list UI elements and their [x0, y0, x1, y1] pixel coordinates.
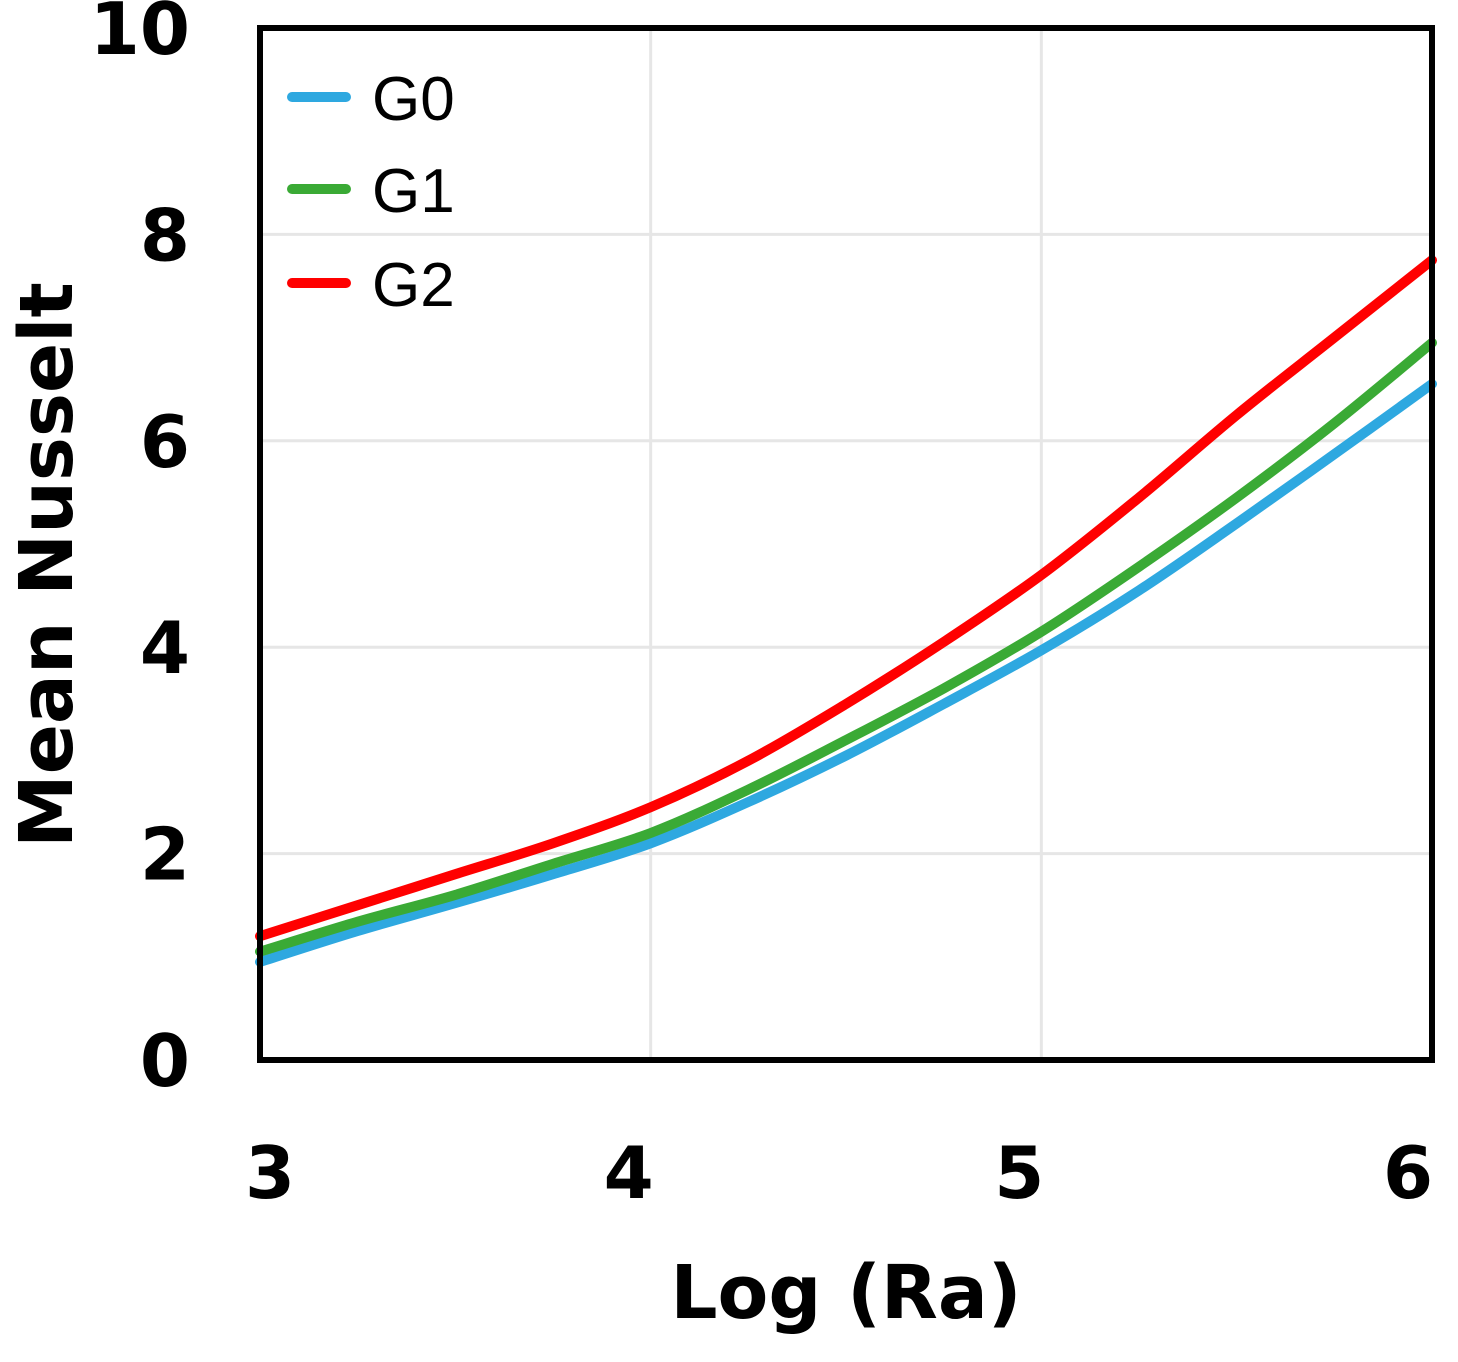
x-axis-title: Log (Ra): [670, 1250, 1021, 1336]
series-lines: [255, 255, 1437, 967]
y-tick-label: 6: [140, 400, 190, 484]
y-tick-labels: 0 2 4 6 8 10: [90, 0, 190, 1103]
x-tick-labels: 3 4 5 6: [245, 1131, 1433, 1215]
y-tick-label: 8: [140, 193, 190, 277]
plot-frame: [257, 25, 1435, 1063]
y-axis-title: Mean Nusselt: [4, 282, 90, 848]
legend: G0 G1 G2: [287, 65, 455, 320]
series-line-g1: [255, 337, 1437, 957]
legend-label-g2: G2: [372, 251, 455, 320]
y-tick-label: 0: [140, 1019, 190, 1103]
series-line-g0: [255, 379, 1437, 967]
x-tick-label: 5: [994, 1131, 1044, 1215]
legend-label-g1: G1: [372, 157, 455, 226]
x-tick-label: 4: [604, 1131, 654, 1215]
x-tick-label: 3: [245, 1131, 295, 1215]
x-tick-label: 6: [1383, 1131, 1433, 1215]
y-tick-label: 4: [140, 606, 190, 690]
y-tick-label: 2: [140, 813, 190, 897]
series-line-g2: [255, 255, 1437, 942]
grid-lines: [260, 28, 1432, 1060]
legend-label-g0: G0: [372, 65, 455, 134]
y-tick-label: 10: [90, 0, 190, 71]
